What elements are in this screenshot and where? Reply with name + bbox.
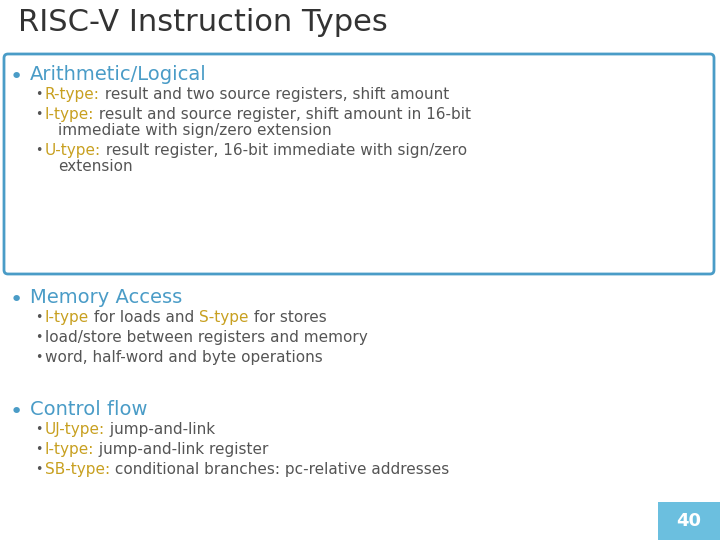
Text: for stores: for stores bbox=[249, 310, 327, 325]
FancyBboxPatch shape bbox=[658, 502, 720, 540]
Text: I-type:: I-type: bbox=[45, 107, 94, 122]
Text: RISC-V Instruction Types: RISC-V Instruction Types bbox=[18, 8, 388, 37]
Text: result register, 16-bit immediate with sign/zero: result register, 16-bit immediate with s… bbox=[101, 143, 467, 158]
Text: word, half-word and byte operations: word, half-word and byte operations bbox=[45, 350, 323, 365]
Text: •: • bbox=[35, 311, 42, 324]
Text: result and source register, shift amount in 16-bit: result and source register, shift amount… bbox=[94, 107, 472, 122]
Text: •: • bbox=[10, 402, 23, 422]
Text: •: • bbox=[10, 67, 23, 87]
Text: load/store between registers and memory: load/store between registers and memory bbox=[45, 330, 368, 345]
Text: jump-and-link: jump-and-link bbox=[105, 422, 215, 437]
Text: for loads and: for loads and bbox=[89, 310, 199, 325]
Text: I-type:: I-type: bbox=[45, 442, 94, 457]
Text: S-type: S-type bbox=[199, 310, 249, 325]
Text: •: • bbox=[35, 423, 42, 436]
Text: •: • bbox=[35, 88, 42, 101]
Text: •: • bbox=[35, 443, 42, 456]
Text: •: • bbox=[35, 351, 42, 364]
Text: •: • bbox=[35, 331, 42, 344]
Text: conditional branches: pc-relative addresses: conditional branches: pc-relative addres… bbox=[110, 462, 449, 477]
Text: SB-type:: SB-type: bbox=[45, 462, 110, 477]
Text: Memory Access: Memory Access bbox=[30, 288, 182, 307]
Text: 40: 40 bbox=[677, 512, 701, 530]
Text: •: • bbox=[35, 108, 42, 121]
Text: •: • bbox=[35, 463, 42, 476]
Text: immediate with sign/zero extension: immediate with sign/zero extension bbox=[58, 123, 332, 138]
Text: U-type:: U-type: bbox=[45, 143, 101, 158]
Text: R-type:: R-type: bbox=[45, 87, 100, 102]
Text: extension: extension bbox=[58, 159, 132, 174]
Text: result and two source registers, shift amount: result and two source registers, shift a… bbox=[100, 87, 449, 102]
Text: jump-and-link register: jump-and-link register bbox=[94, 442, 269, 457]
Text: I-type: I-type bbox=[45, 310, 89, 325]
Text: •: • bbox=[35, 144, 42, 157]
Text: Arithmetic/Logical: Arithmetic/Logical bbox=[30, 65, 207, 84]
Text: UJ-type:: UJ-type: bbox=[45, 422, 105, 437]
Text: •: • bbox=[10, 290, 23, 310]
Text: Control flow: Control flow bbox=[30, 400, 148, 419]
